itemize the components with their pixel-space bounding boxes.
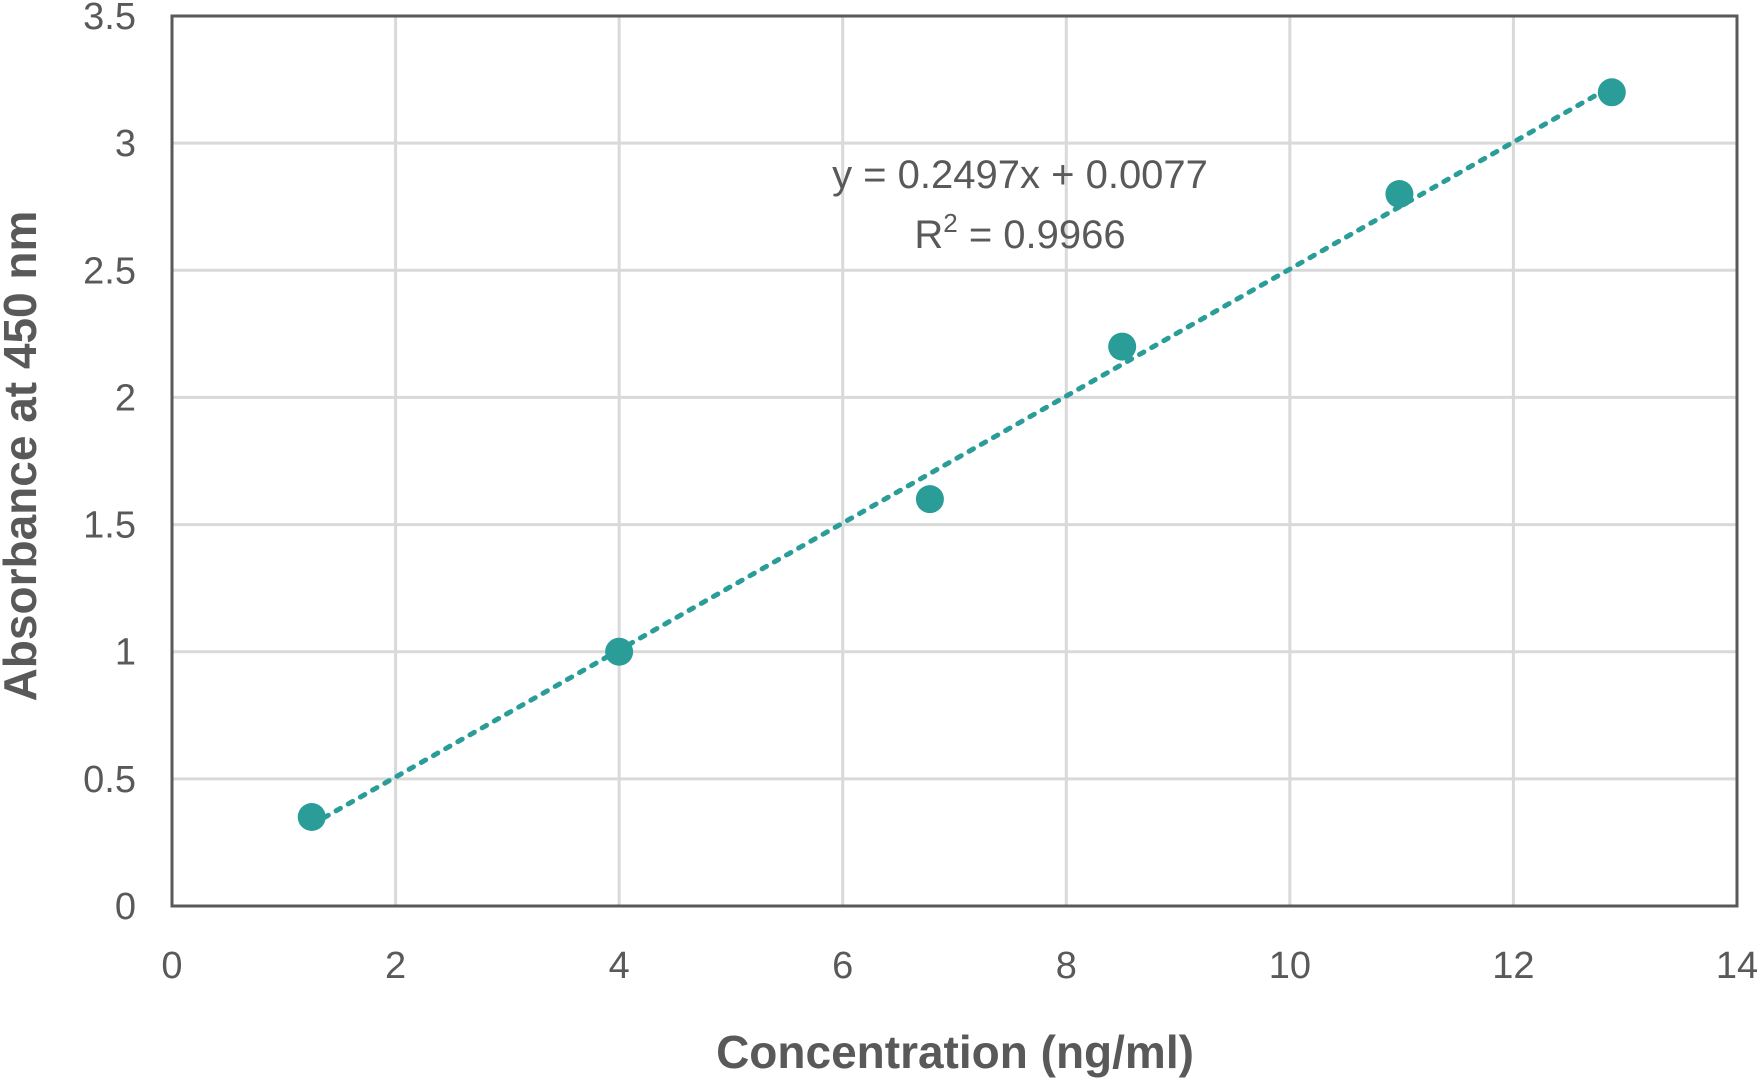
r-squared-exponent: 2 bbox=[943, 208, 957, 238]
y-tick-label-7: 3.5 bbox=[83, 0, 136, 38]
x-axis-title: Concentration (ng/ml) bbox=[716, 1026, 1194, 1078]
y-tick-label-3: 1.5 bbox=[83, 505, 136, 547]
equation-label: y = 0.2497x + 0.0077 bbox=[832, 153, 1208, 197]
x-tick-label-0: 0 bbox=[161, 945, 182, 987]
y-tick-labels: 0 0.5 1 1.5 2 2.5 3 3.5 bbox=[83, 0, 136, 928]
trendline-group bbox=[309, 83, 1615, 828]
data-points bbox=[297, 78, 1626, 831]
x-tick-label-2: 4 bbox=[609, 945, 630, 987]
y-tick-label-1: 0.5 bbox=[83, 759, 136, 801]
r-squared-label: R2 = 0.9966 bbox=[914, 208, 1125, 257]
data-point-0-2 bbox=[915, 485, 944, 514]
x-tick-label-5: 10 bbox=[1269, 945, 1311, 987]
x-tick-label-1: 2 bbox=[385, 945, 406, 987]
y-tick-label-6: 3 bbox=[115, 123, 136, 165]
r-squared-prefix: R bbox=[914, 213, 943, 257]
r-squared-value: = 0.9966 bbox=[958, 213, 1126, 257]
x-tick-label-6: 12 bbox=[1492, 945, 1534, 987]
y-tick-label-5: 2.5 bbox=[83, 250, 136, 292]
gridlines bbox=[172, 16, 1737, 906]
data-point-0-1 bbox=[605, 637, 634, 666]
y-tick-label-2: 1 bbox=[115, 632, 136, 674]
data-point-0-4 bbox=[1385, 180, 1414, 208]
trendline bbox=[309, 83, 1615, 828]
x-tick-label-4: 8 bbox=[1056, 945, 1077, 987]
y-tick-label-0: 0 bbox=[115, 886, 136, 928]
x-tick-labels: 0 2 4 6 8 10 12 14 bbox=[161, 945, 1758, 987]
data-point-0-0 bbox=[297, 803, 326, 831]
y-axis-title: Absorbance at 450 nm bbox=[0, 211, 46, 702]
data-point-0-3 bbox=[1108, 332, 1137, 361]
y-tick-label-4: 2 bbox=[115, 377, 136, 419]
plot-frame bbox=[170, 14, 1739, 908]
x-tick-label-3: 6 bbox=[832, 945, 853, 987]
data-point-0-5 bbox=[1597, 78, 1626, 107]
x-tick-label-7: 14 bbox=[1716, 945, 1758, 987]
plot-border bbox=[170, 14, 1739, 908]
